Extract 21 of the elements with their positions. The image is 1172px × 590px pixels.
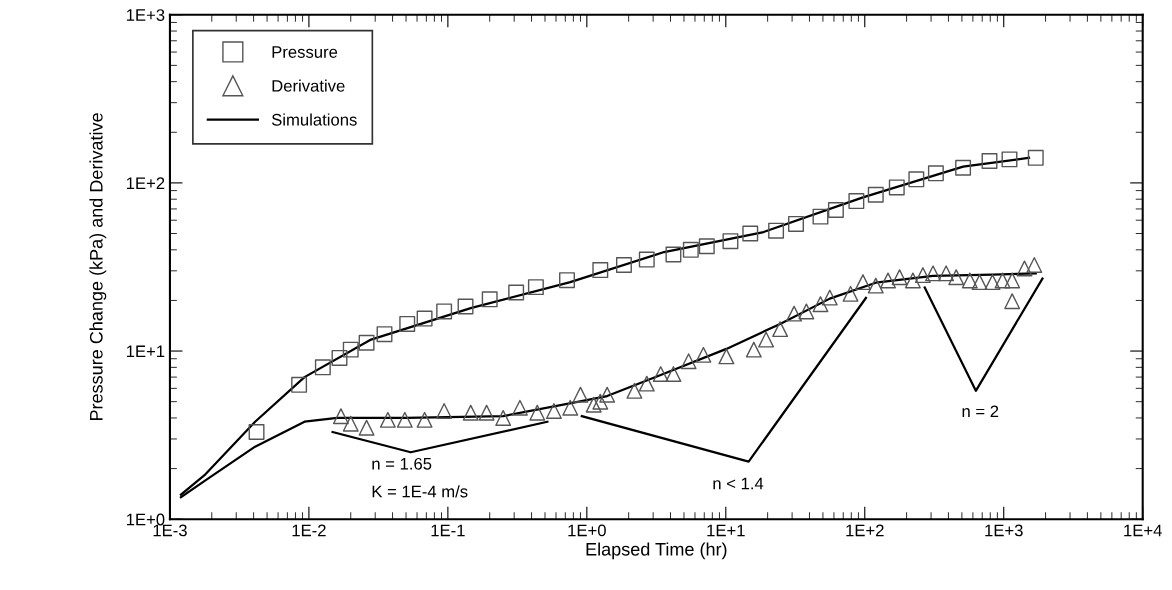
- y-tick-label: 1E+2: [126, 177, 165, 189]
- annotation: n = 2: [962, 405, 999, 418]
- x-tick-label: 1E-1: [431, 524, 465, 537]
- annotation: K = 1E-4 m/s: [372, 485, 468, 498]
- legend-label: Simulations: [271, 113, 357, 126]
- x-tick-label: 1E+2: [846, 524, 884, 537]
- y-tick-label: 1E+3: [126, 9, 165, 21]
- legend-label: Derivative: [272, 79, 345, 92]
- annotation: n < 1.4: [713, 477, 764, 490]
- x-tick-label: 1E-3: [153, 524, 187, 537]
- y-axis-title: Pressure Change (kPa) and Derivative: [89, 113, 107, 421]
- y-tick-label: 1E+0: [126, 513, 165, 526]
- y-tick-label: 1E+1: [126, 345, 165, 358]
- x-tick-label: 1E+1: [707, 524, 745, 537]
- x-tick-label: 1E+4: [1124, 524, 1162, 537]
- x-tick-label: 1E+0: [568, 524, 606, 537]
- annotation: n = 1.65: [372, 457, 432, 470]
- legend-label: Pressure: [272, 46, 338, 58]
- x-axis-title: Elapsed Time (hr): [586, 542, 727, 560]
- x-tick-label: 1E-2: [292, 524, 326, 537]
- x-tick-label: 1E+3: [985, 524, 1023, 537]
